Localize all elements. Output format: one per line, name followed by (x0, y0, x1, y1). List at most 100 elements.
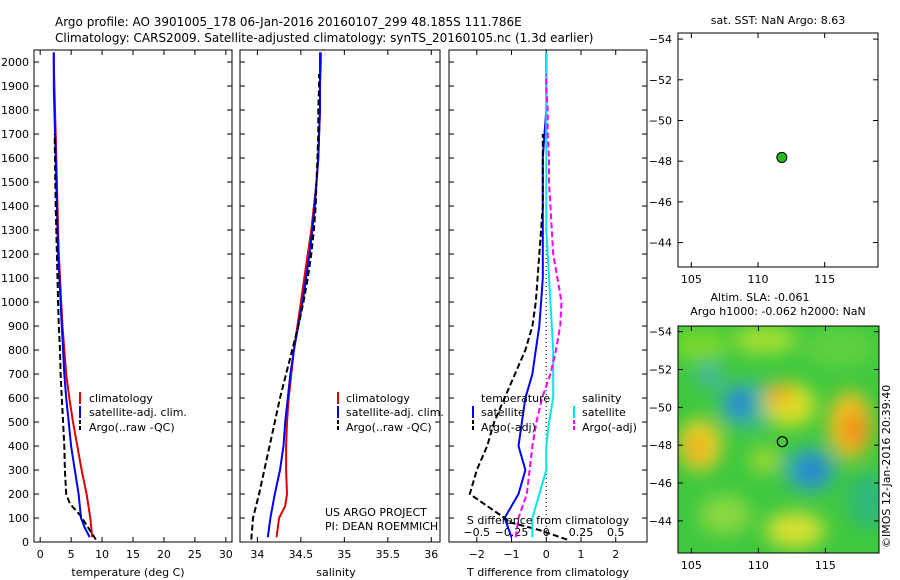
credit-text: ©IMOS 12-Jan-2016 20:39:40 (880, 385, 893, 548)
s-difference-xlabel: S difference from climatology (467, 514, 630, 527)
lon-tick-label: 105 (681, 559, 702, 572)
x-tick-label: 0 (543, 548, 550, 561)
series-line (52, 52, 91, 538)
lon-tick-label: 110 (748, 559, 769, 572)
lat-tick-label: −44 (649, 515, 672, 528)
lat-tick-label: −54 (649, 33, 672, 46)
lat-tick-label: −50 (649, 401, 672, 414)
lat-tick-label: −50 (649, 114, 672, 127)
lat-tick-label: −52 (649, 74, 672, 87)
x-tick-label: −1 (503, 548, 519, 561)
depth-tick-label: 1500 (1, 176, 29, 189)
x-tick-label: −2 (469, 548, 485, 561)
depth-tick-label: 900 (8, 320, 29, 333)
series-line (514, 74, 563, 538)
legend-climatology: climatology (89, 392, 153, 405)
x-tick-label: 15 (126, 548, 140, 561)
depth-tick-label: 800 (8, 344, 29, 357)
lat-tick-label: −52 (649, 364, 672, 377)
salinity-xlabel: salinity (316, 566, 356, 579)
sla-map-subtitle: Argo h1000: -0.062 h2000: NaN (690, 305, 866, 318)
project-line-1: US ARGO PROJECT (325, 506, 427, 519)
series-line (266, 52, 321, 538)
legend-climatology: climatology (346, 392, 410, 405)
sla-map-ticks: 105 110 115 −44 −46 −48 −50 −52 −54 (649, 326, 879, 572)
legend-salinity: salinity (582, 392, 622, 405)
temperature-axes-frame (33, 49, 233, 543)
sla-map-field (678, 326, 879, 553)
difference-axis-ticks: −2 −1 0 1 2−0.5 −0.25 0 0.25 0.5 (449, 50, 647, 561)
series-line (250, 74, 321, 540)
legend-s-satellite: satellite (582, 406, 626, 419)
depth-tick-label: 1400 (1, 200, 29, 213)
legend-argo-raw: Argo(..raw -QC) (89, 421, 175, 434)
temperature-xlabel: temperature (deg C) (71, 566, 184, 579)
lon-tick-label: 115 (815, 559, 836, 572)
title-line-2: Climatology: CARS2009. Satellite-adjuste… (55, 31, 593, 45)
depth-tick-label: 1300 (1, 224, 29, 237)
x-tick-label: 35 (337, 548, 351, 561)
series-line (503, 52, 548, 538)
lat-tick-label: −48 (649, 155, 672, 168)
depth-tick-label: 700 (8, 368, 29, 381)
depth-tick-label: 1100 (1, 272, 29, 285)
lon-tick-label: 110 (748, 273, 769, 286)
depth-tick-label: 1900 (1, 80, 29, 93)
sst-map-ticks: 105 110 115 −44 −46 −48 −50 −52 −54 (649, 33, 878, 286)
x-tick-label: 36 (424, 548, 438, 561)
lon-tick-label: 105 (681, 273, 702, 286)
depth-tick-label: 1200 (1, 248, 29, 261)
temperature-series (52, 52, 97, 541)
x-tick-label: 1 (578, 548, 585, 561)
depth-tick-label: 200 (8, 488, 29, 501)
legend-temperature: temperature (481, 392, 550, 405)
depth-tick-label: 1000 (1, 296, 29, 309)
title-line-1: Argo profile: AO 3901005_178 06-Jan-2016… (55, 15, 522, 29)
lat-tick-label: −46 (649, 196, 672, 209)
difference-panel: −2 −1 0 1 2−0.5 −0.25 0 0.25 0.5 S difference fr… (448, 49, 648, 579)
difference-series (468, 52, 568, 541)
depth-tick-label: 100 (8, 512, 29, 525)
legend-satellite-adj: satellite-adj. clim. (89, 406, 187, 419)
project-line-2: PI: DEAN ROEMMICH (325, 520, 438, 533)
depth-tick-label: 1700 (1, 128, 29, 141)
depth-tick-label: 0 (22, 536, 29, 549)
depth-tick-label: 400 (8, 440, 29, 453)
series-line (531, 52, 555, 538)
temperature-axis-ticks: 0100200300400500600700800900100011001200… (1, 50, 233, 561)
legend-t-argo: Argo(-adj) (481, 421, 536, 434)
sst-map-frame (677, 32, 879, 268)
sla-float-position-marker (776, 436, 788, 448)
depth-tick-label: 600 (8, 392, 29, 405)
sst-map-title: sat. SST: NaN Argo: 8.63 (711, 14, 845, 27)
legend-t-satellite: satellite (481, 406, 525, 419)
lat-tick-label: −48 (649, 439, 672, 452)
lat-tick-label: −46 (649, 477, 672, 490)
salinity-axis-ticks: 34 34.5 35 35.5 36 (240, 50, 440, 561)
lat-tick-label: −44 (649, 237, 672, 250)
x-tick-label: 25 (188, 548, 202, 561)
legend-argo-raw: Argo(..raw -QC) (346, 421, 432, 434)
s-tick-label: 0.25 (569, 526, 594, 539)
salinity-panel: 34 34.5 35 35.5 36 salinity climatology sate… (239, 49, 444, 579)
sst-map-panel: sat. SST: NaN Argo: 8.63 105 110 115 −44 −46… (649, 14, 879, 286)
x-tick-label: 10 (95, 548, 109, 561)
lat-tick-label: −54 (649, 326, 672, 339)
s-tick-label: −0.25 (495, 526, 529, 539)
x-tick-label: 2 (612, 548, 619, 561)
legend-satellite-adj: satellite-adj. clim. (346, 406, 444, 419)
salinity-series (250, 52, 322, 540)
s-tick-label: −0.5 (463, 526, 490, 539)
depth-tick-label: 2000 (1, 56, 29, 69)
depth-tick-label: 500 (8, 416, 29, 429)
temperature-legend: climatology satellite-adj. clim. Argo(..… (79, 392, 187, 434)
salinity-axes-frame (239, 49, 441, 543)
x-tick-label: 0 (37, 548, 44, 561)
series-line (53, 133, 97, 541)
depth-tick-label: 1600 (1, 152, 29, 165)
sst-float-position-marker (776, 151, 788, 163)
depth-tick-label: 300 (8, 464, 29, 477)
x-tick-label: 20 (157, 548, 171, 561)
s-tick-label: 0.5 (607, 526, 625, 539)
